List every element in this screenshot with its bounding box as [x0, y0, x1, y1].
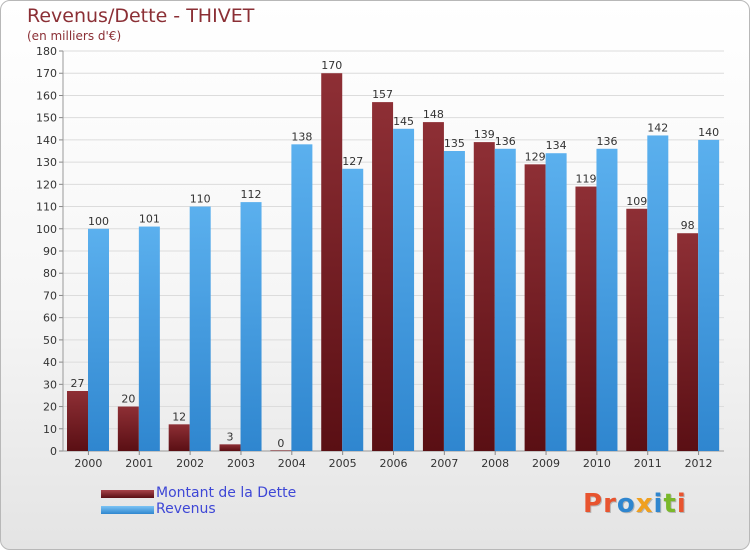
data-label-debt-2008: 139	[474, 128, 495, 141]
bar-debt-2006	[372, 102, 394, 451]
data-label-debt-2003: 3	[227, 430, 234, 443]
x-tick-label: 2008	[481, 457, 509, 470]
bar-debt-2012	[677, 233, 699, 451]
data-label-revenue-2010: 136	[596, 135, 617, 148]
legend-swatch-debt	[101, 490, 154, 498]
x-tick-label: 2005	[329, 457, 357, 470]
y-tick-label: 20	[43, 401, 57, 414]
data-label-debt-2004: 0	[277, 437, 284, 450]
bar-revenue-2003	[240, 202, 262, 451]
chart-subtitle: (en milliers d'€)	[27, 29, 122, 43]
bar-revenue-2012	[698, 139, 720, 451]
data-label-debt-2007: 148	[423, 108, 444, 121]
x-tick-label: 2002	[176, 457, 204, 470]
data-label-revenue-2011: 142	[647, 121, 668, 134]
bar-debt-2011	[626, 208, 648, 451]
bar-debt-2003	[219, 444, 241, 451]
data-label-debt-2000: 27	[71, 377, 85, 390]
data-label-revenue-2004: 138	[291, 130, 312, 143]
bar-debt-2004	[270, 450, 292, 451]
data-label-debt-2006: 157	[372, 88, 393, 101]
data-label-debt-2005: 170	[321, 59, 342, 72]
data-label-revenue-2002: 110	[190, 193, 211, 206]
bar-debt-2000	[67, 391, 88, 451]
data-label-revenue-2000: 100	[88, 215, 109, 228]
y-tick-label: 40	[43, 356, 57, 369]
bar-debt-2008	[473, 142, 495, 451]
legend-label-debt: Montant de la Dette	[156, 485, 297, 501]
x-tick-label: 2011	[634, 457, 662, 470]
y-tick-label: 30	[43, 378, 57, 391]
bar-revenue-2002	[189, 206, 211, 451]
data-label-debt-2010: 119	[575, 173, 596, 186]
x-tick-label: 2000	[74, 457, 102, 470]
y-tick-label: 10	[43, 423, 57, 436]
bar-debt-2009	[524, 164, 546, 452]
data-label-revenue-2003: 112	[241, 188, 262, 201]
data-label-revenue-2005: 127	[342, 155, 363, 168]
y-tick-label: 150	[36, 112, 57, 125]
data-label-revenue-2012: 140	[698, 126, 719, 139]
x-tick-label: 2004	[278, 457, 306, 470]
y-tick-label: 100	[36, 223, 57, 236]
y-tick-label: 120	[36, 178, 57, 191]
data-label-debt-2001: 20	[121, 393, 135, 406]
y-tick-label: 140	[36, 134, 57, 147]
x-tick-label: 2012	[685, 457, 713, 470]
data-label-debt-2009: 129	[525, 150, 546, 163]
bar-revenue-2011	[647, 135, 669, 451]
data-label-debt-2011: 109	[626, 195, 647, 208]
bar-revenue-2005	[342, 168, 364, 451]
bar-revenue-2010	[596, 148, 618, 451]
data-label-revenue-2001: 101	[139, 213, 160, 226]
proxiti-logo: Proxiti	[583, 489, 687, 519]
bar-revenue-2007	[443, 151, 465, 451]
bar-debt-2002	[168, 424, 190, 451]
bar-debt-2001	[117, 406, 139, 451]
y-tick-label: 60	[43, 312, 57, 325]
bar-revenue-2008	[494, 148, 516, 451]
chart-title: Revenus/Dette - THIVET	[27, 5, 255, 27]
data-label-debt-2012: 98	[681, 219, 695, 232]
legend-swatch-revenue	[101, 506, 154, 514]
y-tick-label: 70	[43, 289, 57, 302]
data-label-revenue-2008: 136	[495, 135, 516, 148]
data-label-revenue-2006: 145	[393, 115, 414, 128]
x-tick-label: 2003	[227, 457, 255, 470]
x-tick-label: 2010	[583, 457, 611, 470]
data-label-debt-2002: 12	[172, 410, 186, 423]
y-tick-label: 90	[43, 245, 57, 258]
y-tick-label: 50	[43, 334, 57, 347]
x-tick-label: 2009	[532, 457, 560, 470]
y-tick-label: 130	[36, 156, 57, 169]
bar-revenue-2004	[291, 144, 313, 452]
y-tick-label: 170	[36, 67, 57, 80]
bar-revenue-2006	[393, 128, 415, 451]
bar-revenue-2000	[88, 228, 109, 451]
bar-debt-2010	[575, 186, 597, 452]
bar-debt-2005	[321, 73, 343, 451]
data-label-revenue-2007: 135	[444, 137, 465, 150]
x-tick-label: 2001	[125, 457, 153, 470]
x-tick-label: 2007	[430, 457, 458, 470]
data-label-revenue-2009: 134	[546, 139, 567, 152]
y-tick-label: 110	[36, 201, 57, 214]
y-tick-label: 160	[36, 89, 57, 102]
y-tick-label: 0	[50, 445, 57, 458]
y-tick-label: 80	[43, 267, 57, 280]
y-tick-label: 180	[36, 45, 57, 58]
bar-revenue-2009	[545, 153, 567, 451]
bar-revenue-2001	[138, 226, 160, 451]
x-tick-label: 2006	[380, 457, 408, 470]
legend-label-revenue: Revenus	[156, 501, 216, 517]
bar-debt-2007	[422, 122, 444, 451]
